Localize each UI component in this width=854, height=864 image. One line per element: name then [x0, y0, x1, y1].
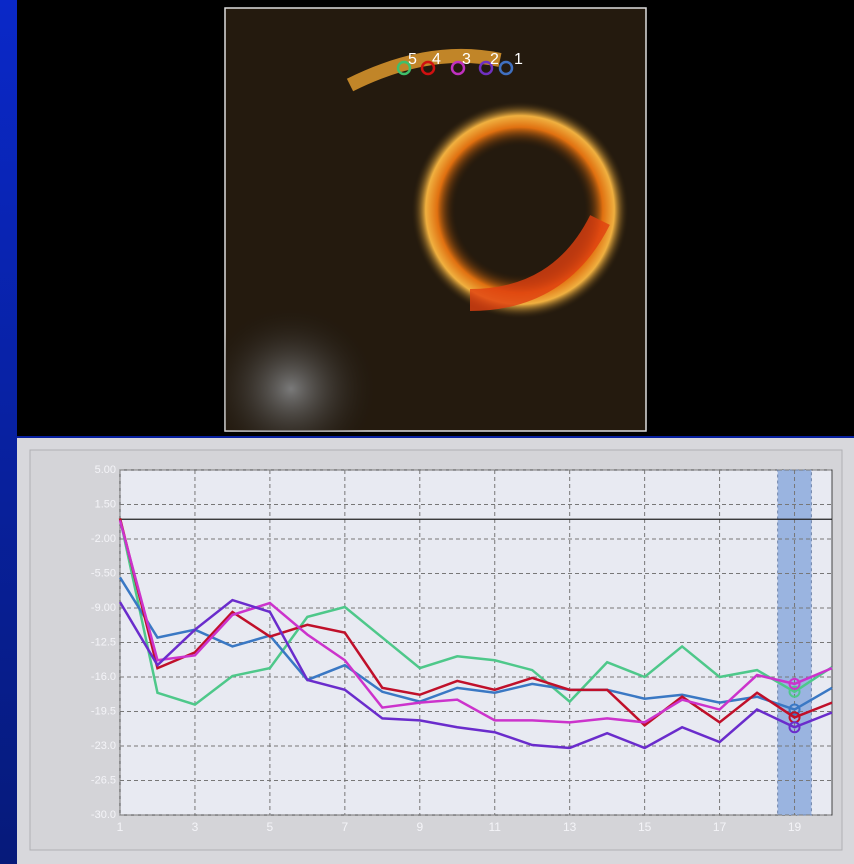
- y-tick-label: -30.0: [91, 809, 116, 821]
- image-point-label: 3: [462, 51, 471, 68]
- x-tick-label: 11: [489, 820, 502, 834]
- image-point-label: 2: [490, 51, 499, 68]
- image-point-label: 5: [408, 51, 417, 68]
- x-tick-label: 5: [267, 820, 274, 834]
- x-tick-label: 17: [713, 820, 727, 834]
- x-tick-label: 19: [788, 820, 802, 834]
- image-texture: [225, 220, 445, 431]
- x-tick-label: 15: [638, 820, 652, 834]
- y-tick-label: 1.50: [95, 498, 116, 510]
- x-tick-label: 9: [416, 820, 423, 834]
- y-tick-label: -9.00: [91, 602, 116, 614]
- image-point-label: 4: [432, 51, 441, 68]
- y-tick-label: -12.5: [91, 636, 116, 648]
- screen: 5.00 1.50 -2.00 -5.50 -9.00 -12.5 -16.0 -19.5 -2…: [0, 0, 854, 864]
- y-tick-label: -2.00: [91, 533, 116, 545]
- y-tick-label: 5.00: [95, 464, 116, 476]
- image-point-label: 1: [514, 51, 523, 68]
- y-tick-label: -23.0: [91, 740, 116, 752]
- x-tick-label: 3: [192, 820, 199, 834]
- y-tick-label: -5.50: [91, 567, 116, 579]
- y-tick-label: -19.5: [91, 705, 116, 717]
- image-view: [225, 8, 667, 431]
- x-tick-label: 7: [341, 820, 348, 834]
- y-tick-label: -16.0: [91, 671, 116, 683]
- x-tick-label: 13: [563, 820, 577, 834]
- page: 5.00 1.50 -2.00 -5.50 -9.00 -12.5 -16.0 -19.5 -2…: [0, 0, 854, 864]
- y-tick-label: -26.5: [91, 774, 116, 786]
- x-tick-label: 1: [117, 820, 124, 834]
